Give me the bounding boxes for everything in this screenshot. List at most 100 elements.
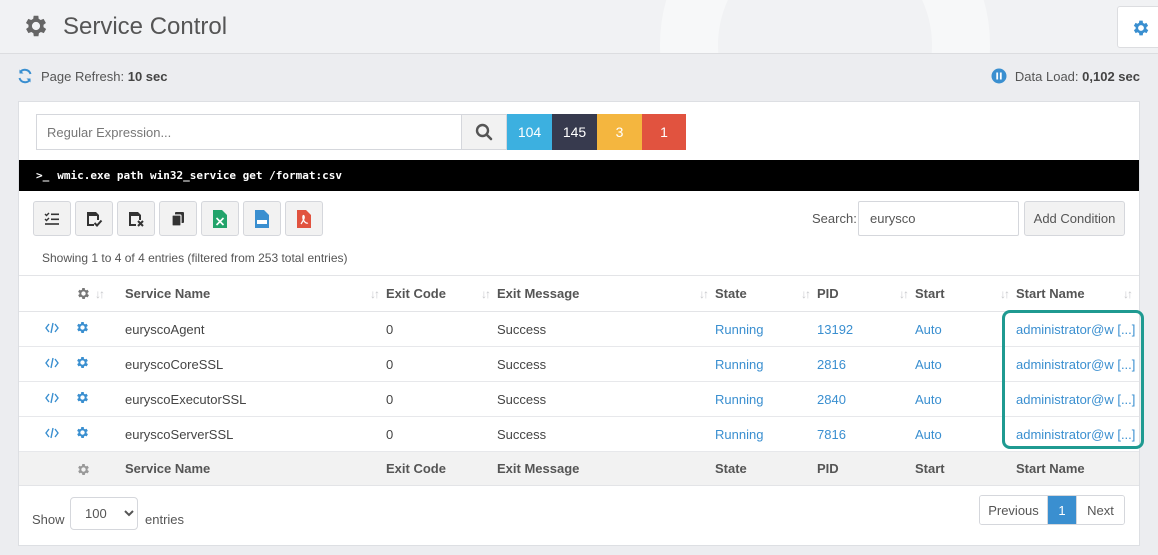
column-header-exit-message[interactable]: Exit Message ↓↑ [497,275,715,312]
gear-cell [69,311,125,347]
sort-icon: ↓↑ [370,287,380,301]
exit-message-cell: Success [497,311,715,347]
data-load-label: Data Load: [1014,68,1079,84]
table-search-input[interactable] [858,201,1019,236]
gear-icon[interactable] [75,355,90,370]
gear-icon[interactable] [75,390,90,405]
column-header-service-name[interactable]: Service Name ↓↑ [125,275,386,312]
code-icon[interactable] [45,392,59,404]
count-badge-blue[interactable]: 104 [507,114,552,150]
footer-label: Exit Code [386,451,497,486]
table-row[interactable]: euryscoCoreSSL 0 Success Running 2816 Auto adm… [19,346,1139,382]
count-badge-red[interactable]: 1 [642,114,686,150]
page-size-select[interactable]: 100 [70,497,138,530]
count-badge-yellow[interactable]: 3 [597,114,642,150]
start-link[interactable]: Auto [915,381,1016,417]
pid-link[interactable]: 7816 [817,416,915,452]
code-icon[interactable] [45,427,59,439]
table-row[interactable]: euryscoServerSSL 0 Success Running 7816 Auto a… [19,416,1139,452]
code-icon[interactable] [45,357,59,369]
copy-button[interactable] [159,201,197,236]
save-check-icon [87,211,103,227]
data-load-status: Data Load: 0,102 sec [991,68,1140,84]
column-header-exit-code[interactable]: Exit Code ↓↑ [386,275,497,312]
column-header-label: PID [817,286,839,301]
search-button[interactable] [461,114,507,150]
column-header-pid[interactable]: PID ↓↑ [817,275,915,312]
start-link[interactable]: Auto [915,346,1016,382]
exit-message-cell: Success [497,416,715,452]
code-cell [19,381,69,417]
pid-link[interactable]: 13192 [817,311,915,347]
start-name-link[interactable]: administrator@w [...] [1016,381,1139,417]
page-1-button[interactable]: 1 [1048,496,1076,524]
gear-icon[interactable] [75,425,90,440]
save-remove-icon [129,211,144,227]
column-header-label: Exit Code [386,286,446,301]
refresh-value: 10 sec [127,68,168,84]
start-name-link[interactable]: administrator@w [...] [1016,346,1139,382]
sort-icon: ↓↑ [699,287,709,301]
column-visibility-button[interactable] [33,201,71,236]
table-row[interactable]: euryscoExecutorSSL 0 Success Running 2840 Aut… [19,381,1139,417]
table-row[interactable]: euryscoAgent 0 Success Running 13192 Auto admi… [19,311,1139,347]
service-name-cell: euryscoAgent [125,311,386,347]
page-title: Service Control [63,13,228,40]
state-link[interactable]: Running [715,311,817,347]
exit-code-cell: 0 [386,346,497,382]
page-header: Service Control [0,0,1158,54]
sort-icon: ↓↑ [1000,287,1010,301]
save-check-button[interactable] [75,201,113,236]
pid-link[interactable]: 2816 [817,346,915,382]
pid-link[interactable]: 2840 [817,381,915,417]
state-link[interactable]: Running [715,381,817,417]
column-header-start-name[interactable]: Start Name ↓↑ [1016,275,1139,312]
count-badge-dark[interactable]: 145 [552,114,597,150]
csv-icon [255,209,269,228]
service-name-cell: euryscoServerSSL [125,416,386,452]
next-button[interactable]: Next [1076,496,1124,524]
pdf-export-button[interactable] [285,201,323,236]
page-refresh-status: Page Refresh: 10 sec [17,68,168,84]
settings-button[interactable] [1117,6,1158,48]
gear-icon[interactable] [75,320,90,335]
sort-icon: ↓↑ [481,287,491,301]
state-link[interactable]: Running [715,416,817,452]
gear-icon [78,464,89,475]
footer-actions [69,451,125,486]
gear-icon [78,288,89,299]
pdf-icon [297,209,311,228]
service-name-cell: euryscoExecutorSSL [125,381,386,417]
footer-label: Start [915,451,1016,486]
column-header-state[interactable]: State ↓↑ [715,275,817,312]
code-icon[interactable] [45,322,59,334]
column-header-label: State [715,286,747,301]
add-condition-button[interactable]: Add Condition [1024,201,1125,236]
previous-button[interactable]: Previous [980,496,1048,524]
table-info: Showing 1 to 4 of 4 entries (filtered fr… [42,251,348,265]
gear-cell [69,346,125,382]
sort-icon[interactable]: ↓↑ [95,287,105,301]
save-remove-button[interactable] [117,201,155,236]
table-search-label: Search: [812,211,857,226]
refresh-icon[interactable] [17,68,33,84]
footer-label: Service Name [125,451,386,486]
start-name-link[interactable]: administrator@w [...] [1016,311,1139,347]
exit-code-cell: 0 [386,381,497,417]
command-text: wmic.exe path win32_service get /format:… [57,169,343,182]
regex-search-input[interactable] [36,114,461,150]
excel-export-button[interactable] [201,201,239,236]
exit-code-cell: 0 [386,311,497,347]
csv-export-button[interactable] [243,201,281,236]
pause-icon[interactable] [991,68,1007,84]
code-cell [19,416,69,452]
footer-spacer [19,451,69,486]
services-panel: 104 145 3 1 >_ wmic.exe path win32_servi… [18,101,1144,546]
start-link[interactable]: Auto [915,311,1016,347]
start-link[interactable]: Auto [915,416,1016,452]
column-header-label: Service Name [125,286,211,301]
state-link[interactable]: Running [715,346,817,382]
column-header-label: Start [915,286,945,301]
start-name-highlight [1002,310,1144,449]
column-header-start[interactable]: Start ↓↑ [915,275,1016,312]
